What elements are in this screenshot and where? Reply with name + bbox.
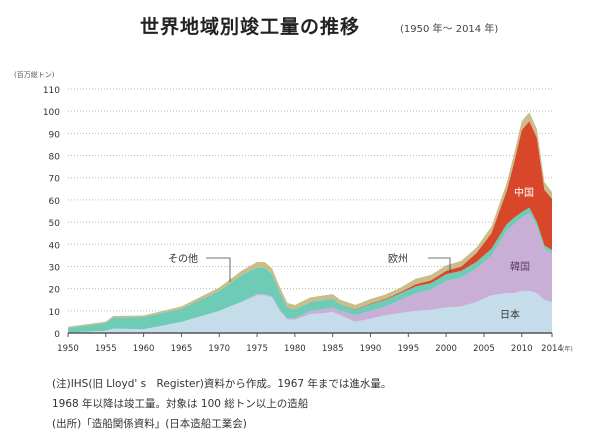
x-tick-label: 1965 <box>171 344 193 354</box>
x-tick-label: 2010 <box>511 344 533 354</box>
x-tick-label: 1975 <box>246 344 268 354</box>
y-tick-label: 110 <box>43 86 60 96</box>
y-tick-label: 10 <box>49 308 61 318</box>
y-tick-label: 30 <box>49 263 61 273</box>
y-tick-label: 70 <box>49 175 61 185</box>
x-tick-label: 1995 <box>397 344 419 354</box>
y-tick-label: 40 <box>49 241 61 251</box>
label-other: その他 <box>168 252 198 265</box>
leader-other <box>206 257 231 282</box>
note-line: 1968 年以降は竣工量。対象は 100 総トン以上の造船 <box>52 398 309 410</box>
x-tick-label: 1970 <box>208 344 230 354</box>
y-tick-label: 90 <box>49 130 61 140</box>
chart-subtitle: (1950 年～ 2014 年) <box>400 24 499 35</box>
y-tick-label: 80 <box>49 153 61 163</box>
area-韓国 <box>68 213 552 333</box>
area-日本 <box>68 290 552 333</box>
x-tick-label: 1950 <box>57 344 79 354</box>
chart-title: 世界地域別竣工量の推移 <box>140 16 361 38</box>
label-japan: 日本 <box>500 308 520 321</box>
note-line: (注)IHS(旧 Lloyd' s Register)資料から作成。1967 年… <box>52 378 392 390</box>
label-europe: 欧州 <box>388 253 408 265</box>
label-china: 中国 <box>514 186 534 199</box>
y-tick-label: 20 <box>49 286 61 296</box>
y-axis-label: (百万総トン) <box>14 70 55 79</box>
y-tick-label: 0 <box>54 330 60 340</box>
x-tick-label: 1990 <box>360 344 382 354</box>
x-axis-label: (年) <box>562 345 573 353</box>
leader-europe <box>428 257 451 272</box>
notes: (注)IHS(旧 Lloyd' s Register)資料から作成。1967 年… <box>52 374 391 434</box>
x-tick-label: 1980 <box>284 344 306 354</box>
y-tick-label: 50 <box>49 219 61 229</box>
x-tick-label: 2000 <box>435 344 457 354</box>
x-tick-label: 2014 <box>541 344 563 354</box>
x-tick-label: 2005 <box>473 344 495 354</box>
y-tick-label: 60 <box>49 197 61 207</box>
label-korea: 韓国 <box>510 261 530 273</box>
x-tick-label: 1960 <box>133 344 155 354</box>
area-欧州 <box>68 207 552 333</box>
y-tick-label: 100 <box>43 108 60 118</box>
x-tick-label: 1985 <box>322 344 344 354</box>
x-tick-label: 1955 <box>95 344 117 354</box>
note-line: (出所)「造船関係資料」(日本造船工業会) <box>52 418 247 430</box>
